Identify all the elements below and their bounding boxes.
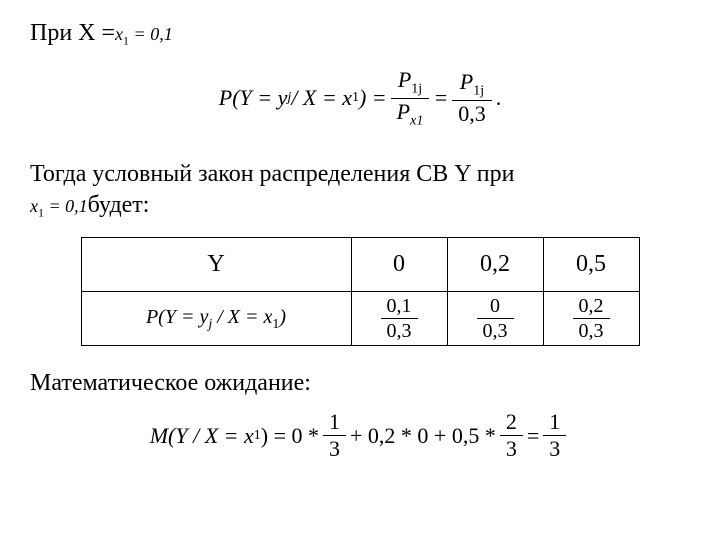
line-when-x-equals: При X = x1 = 0,1	[30, 20, 690, 49]
cell-prob-0: 0,1 0,3	[351, 291, 447, 345]
cell-prob-02: 0 0,3	[447, 291, 543, 345]
fraction-1-3-b: 1 3	[543, 409, 566, 463]
conditional-law-text-line2: x1 = 0,1 будет:	[30, 192, 690, 221]
cell-y-val-0: 0	[351, 237, 447, 291]
x1-condition-2: x1 = 0,1	[30, 196, 88, 221]
line1-prefix: При X =	[30, 20, 115, 47]
x1-condition: x1 = 0,1	[115, 24, 173, 49]
fraction-p1j-px1: P1j Px1	[391, 67, 430, 130]
expectation-formula: M(Y / X = x1) = 0 * 1 3 + 0,2 * 0 + 0,5 …	[30, 409, 690, 463]
cell-prob-05: 0,2 0,3	[543, 291, 639, 345]
distribution-table: Y 0 0,2 0,5 P(Y = yj / X = x1) 0,1 0,3 0…	[81, 237, 640, 346]
fraction-2-3: 2 3	[500, 409, 523, 463]
cell-y-val-05: 0,5	[543, 237, 639, 291]
table-row: P(Y = yj / X = x1) 0,1 0,3 0 0,3 0,2 0,3	[81, 291, 639, 345]
expectation-heading: Математическое ожидание:	[30, 370, 690, 397]
cell-prob-header: P(Y = yj / X = x1)	[81, 291, 351, 345]
fraction-p1j-03: P1j 0,3	[452, 69, 492, 128]
cell-y-val-02: 0,2	[447, 237, 543, 291]
table-row: Y 0 0,2 0,5	[81, 237, 639, 291]
conditional-probability-formula: P(Y = yj / X = x1) = P1j Px1 = P1j 0,3 .	[30, 67, 690, 130]
cell-y-header: Y	[81, 237, 351, 291]
fraction-1-3-a: 1 3	[323, 409, 346, 463]
conditional-law-text: Тогда условный закон распределения СВ Y …	[30, 158, 690, 190]
